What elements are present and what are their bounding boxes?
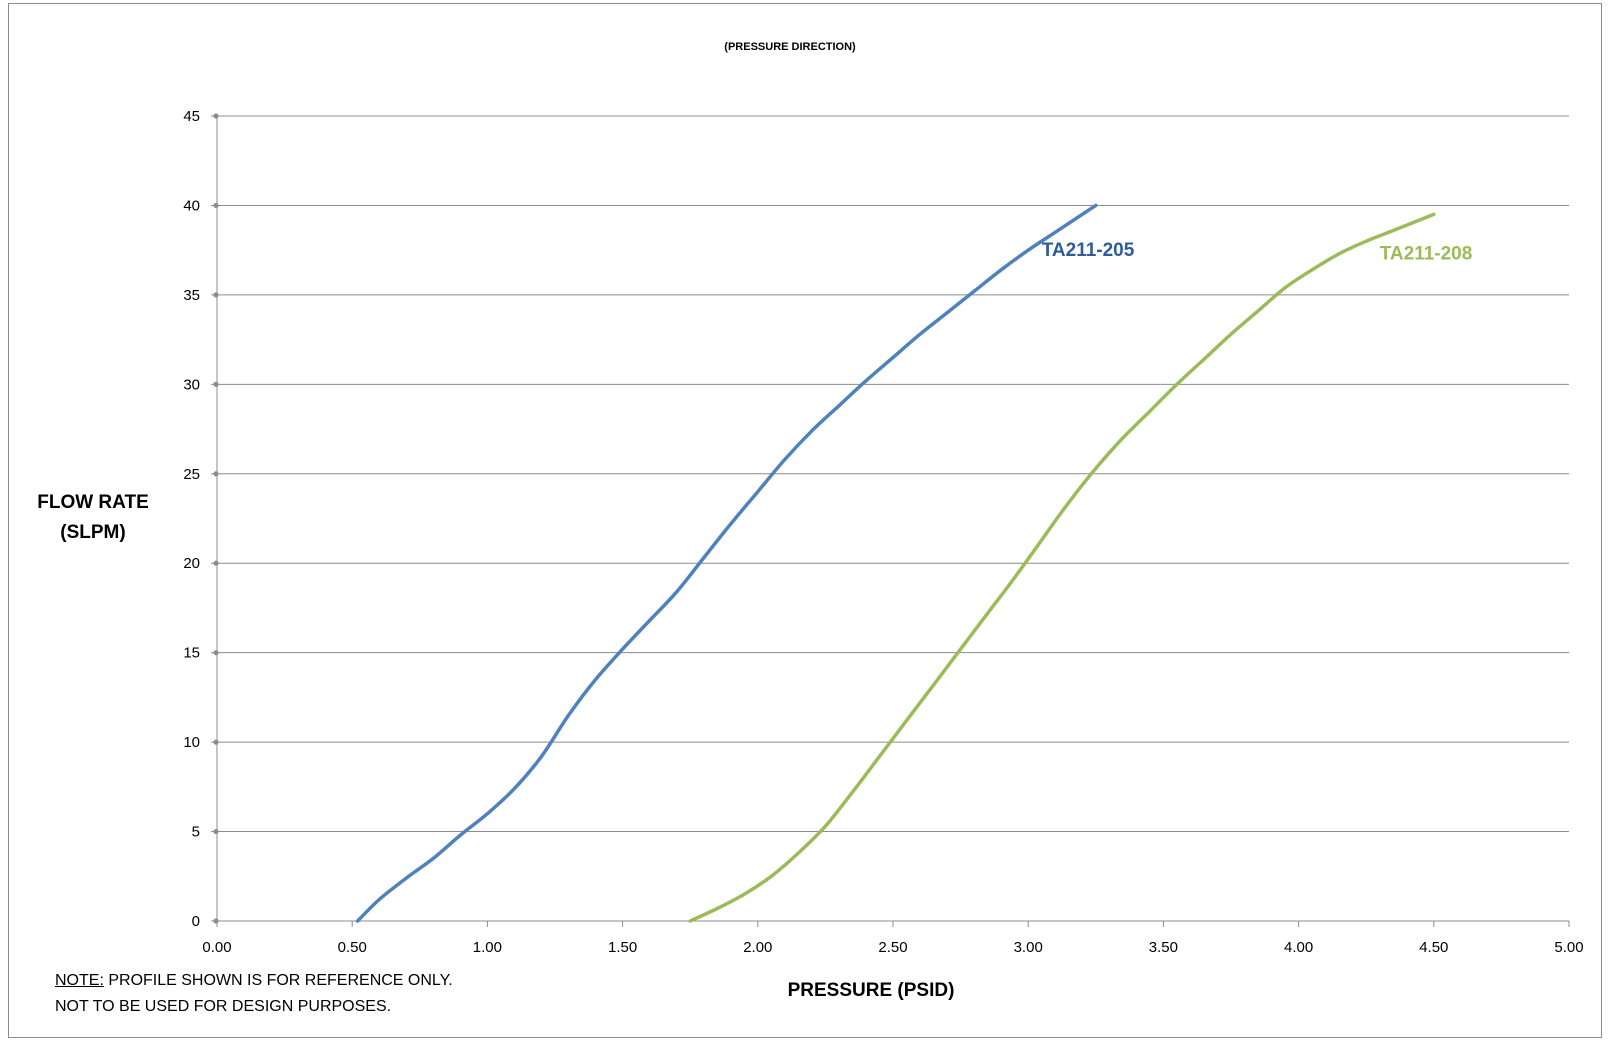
series-label-ta211-205: TA211-205 <box>1042 240 1135 261</box>
chart-frame <box>8 3 1602 1038</box>
y-axis-title-line-2: (SLPM) <box>60 522 125 543</box>
y-tick-dot-30 <box>213 381 219 387</box>
y-tick-dot-25 <box>213 471 219 477</box>
series-lines <box>355 203 1436 923</box>
x-tick-label-1.50: 1.50 <box>608 939 637 956</box>
y-tick-label-45: 45 <box>183 108 200 125</box>
y-tick-label-5: 5 <box>192 824 200 841</box>
x-tick-label-1.00: 1.00 <box>473 939 502 956</box>
y-tick-dot-40 <box>213 202 219 209</box>
note-text-1: PROFILE SHOWN IS FOR REFERENCE ONLY. <box>103 972 453 989</box>
note-prefix: NOTE: <box>55 972 104 989</box>
y-tick-label-40: 40 <box>183 197 200 214</box>
gridlines <box>217 115 1569 833</box>
y-tick-labels: 0 5 10 15 20 25 30 35 40 45 <box>183 108 200 930</box>
x-tick-label-0.00: 0.00 <box>202 939 231 956</box>
y-tick-label-15: 15 <box>183 645 200 662</box>
x-tick-label-4.50: 4.50 <box>1419 939 1448 956</box>
x-tick-label-4.00: 4.00 <box>1284 939 1313 956</box>
axes <box>211 113 1570 927</box>
note-line-2: NOT TO BE USED FOR DESIGN PURPOSES. <box>55 998 392 1015</box>
y-tick-dot-15 <box>213 650 219 656</box>
x-tick-labels: 0.00 0.50 1.00 1.50 2.00 2.50 3.00 3.50 4.00 4.50… <box>202 939 1583 956</box>
y-tick-label-10: 10 <box>183 734 200 751</box>
y-tick-label-0: 0 <box>192 913 200 930</box>
y-axis-title-line-1: FLOW RATE <box>37 492 149 513</box>
series-labels: TA211-205 TA211-208 <box>1042 240 1473 265</box>
series-label-ta211-208: TA211-208 <box>1380 244 1473 265</box>
y-tick-label-25: 25 <box>183 466 200 483</box>
x-tick-label-3.00: 3.00 <box>1014 939 1043 956</box>
y-tick-dot-20 <box>213 560 219 566</box>
chart-title: (PRESSURE DIRECTION) <box>724 41 856 53</box>
y-tick-label-35: 35 <box>183 287 200 304</box>
series-line-ta211-208 <box>688 212 1436 923</box>
x-tick-label-0.50: 0.50 <box>338 939 367 956</box>
x-tick-label-3.50: 3.50 <box>1149 939 1178 956</box>
y-tick-dot-10 <box>213 739 219 745</box>
y-tick-dot-5 <box>213 828 219 835</box>
note-line-1: NOTE: PROFILE SHOWN IS FOR REFERENCE ONL… <box>55 972 453 990</box>
y-tick-dot-45 <box>213 113 219 119</box>
x-tick-label-5.00: 5.00 <box>1554 939 1583 956</box>
x-axis-title: PRESSURE (PSID) <box>788 980 955 1001</box>
y-tick-label-20: 20 <box>183 555 200 572</box>
y-tick-dot-35 <box>213 292 219 298</box>
x-tick-label-2.50: 2.50 <box>878 939 907 956</box>
x-tick-label-2.00: 2.00 <box>743 939 772 956</box>
series-line-ta211-205 <box>355 203 1098 923</box>
y-tick-label-30: 30 <box>183 376 200 393</box>
